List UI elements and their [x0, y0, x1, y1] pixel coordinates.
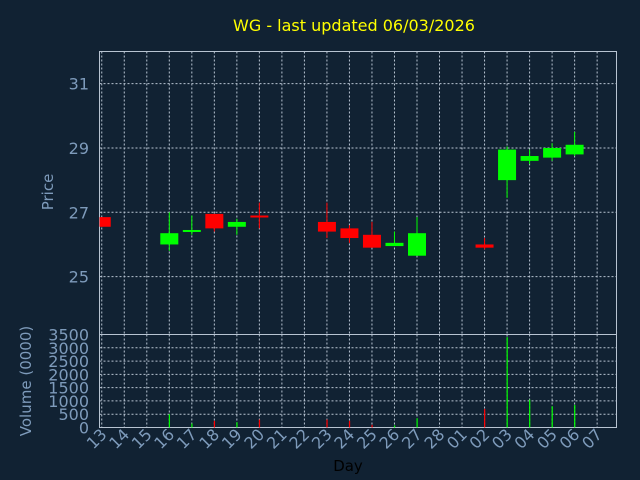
- volume-tick-label: 500: [58, 405, 89, 424]
- volume-bar: [236, 422, 238, 428]
- candle-body: [317, 221, 336, 232]
- price-axis-label: Price: [39, 174, 57, 211]
- price-tick-label: 27: [69, 203, 89, 222]
- x-ticks: 1314151617181920212223242526272801020304…: [83, 425, 606, 453]
- volume-bar: [393, 425, 396, 428]
- volume-bar: [326, 419, 328, 428]
- volume-tick-label: 3500: [48, 326, 89, 345]
- volume-bar: [168, 414, 171, 428]
- volume-bar: [574, 404, 576, 428]
- volume-bar: [258, 419, 261, 428]
- volume-grid: [99, 334, 617, 428]
- price-tick-label: 25: [69, 268, 89, 287]
- volume-axis-label: Volume (0000): [17, 326, 35, 436]
- x-tick-label: 07: [578, 425, 606, 453]
- candle-body: [160, 233, 179, 245]
- price-frame: [99, 51, 617, 335]
- price-grid: [99, 51, 617, 335]
- volume-tick-label: 1000: [48, 392, 89, 411]
- candle-body: [475, 244, 494, 248]
- volume-bar: [551, 406, 553, 428]
- volume-tick-label: 2000: [48, 365, 89, 384]
- candle-body: [250, 215, 269, 218]
- volume-frame: [99, 334, 617, 428]
- candle-body: [362, 234, 381, 248]
- candles: [99, 131, 584, 256]
- candle-body: [99, 217, 111, 227]
- volume-bar: [371, 424, 373, 428]
- volume-tick-label: 3000: [48, 339, 89, 358]
- volume-bar: [213, 420, 216, 428]
- price-tick-label: 29: [69, 139, 89, 158]
- volume-bars: [168, 337, 576, 428]
- volume-bar: [506, 337, 508, 428]
- volume-tick-label: 2500: [48, 352, 89, 371]
- volume-bar: [484, 408, 486, 428]
- volume-tick-label: 0: [79, 419, 89, 438]
- candle-body: [520, 156, 539, 161]
- candle-body: [385, 242, 404, 247]
- candle-body: [407, 233, 426, 256]
- x-axis-label: Day: [333, 457, 363, 475]
- volume-bar: [191, 423, 193, 428]
- candle-body: [205, 213, 224, 229]
- volume-tick-label: 1500: [48, 379, 89, 398]
- volume-bar: [416, 418, 418, 428]
- volume-bar: [348, 420, 351, 428]
- candle-body: [498, 149, 517, 181]
- candle-body: [543, 147, 562, 158]
- candle-body: [182, 229, 201, 232]
- chart-title: WG - last updated 06/03/2026: [233, 16, 475, 35]
- candle-body: [565, 144, 584, 155]
- price-tick-label: 31: [69, 75, 89, 94]
- candle-body: [227, 221, 246, 227]
- price-y-ticks: 25 27 29 31: [69, 75, 89, 287]
- candle-body: [340, 228, 359, 239]
- volume-bar: [529, 399, 531, 428]
